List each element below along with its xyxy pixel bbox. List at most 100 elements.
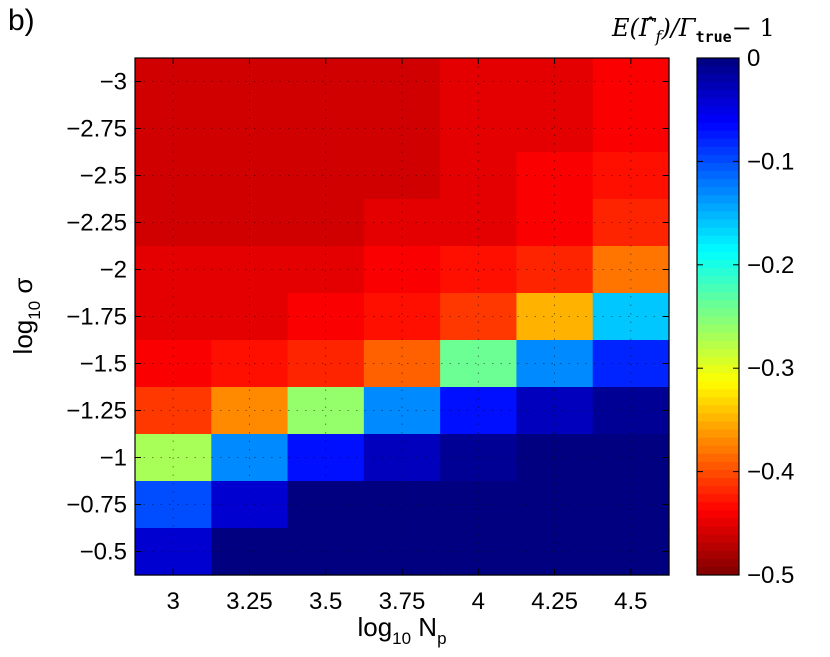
heatmap-cell — [135, 58, 212, 106]
heatmap-cells — [135, 58, 670, 576]
colorbar-step — [697, 122, 739, 132]
colorbar-tick-label: −0.3 — [747, 355, 794, 382]
heatmap-cell — [516, 58, 594, 106]
heatmap-cell — [211, 152, 289, 200]
colorbar-step — [697, 163, 739, 172]
heatmap-cell — [363, 387, 441, 435]
y-tick-label: −1 — [100, 445, 127, 472]
heatmap-cell — [287, 105, 365, 153]
x-tick-label: 4.5 — [614, 588, 647, 615]
colorbar-steps — [697, 58, 739, 576]
svg-text:log10 σ: log10 σ — [8, 278, 44, 355]
heatmap-cell — [440, 481, 518, 529]
colorbar-frame — [696, 57, 740, 576]
colorbar-step — [697, 413, 739, 423]
colorbar-step — [697, 566, 739, 576]
colorbar-step — [697, 195, 739, 204]
heatmap-cell — [516, 481, 594, 529]
x-tick-label: 4.25 — [531, 588, 578, 615]
colorbar-step — [697, 138, 739, 148]
colorbar-step — [697, 478, 739, 487]
colorbar-step — [697, 453, 739, 463]
x-axis-label-var: N — [411, 612, 437, 642]
heatmap-cell — [287, 199, 365, 247]
colorbar-step — [697, 292, 739, 301]
colorbar-step — [697, 268, 739, 277]
colorbar-step — [697, 356, 739, 366]
colorbar-step — [697, 469, 739, 479]
colorbar-step — [697, 243, 739, 253]
heatmap-cell — [363, 246, 441, 294]
y-tick-label: −1.25 — [66, 398, 127, 425]
colorbar-step — [697, 558, 739, 568]
heatmap-cell — [592, 152, 670, 200]
colorbar-step — [697, 154, 739, 164]
heatmap-cell — [211, 199, 289, 247]
colorbar-tick-label: −0.1 — [747, 148, 794, 175]
colorbar-title: E(Γ̂f)/Γtrue− 1 — [612, 14, 775, 46]
y-axis-label-var: σ — [8, 278, 38, 301]
y-tick-label: −1.5 — [80, 351, 127, 378]
x-tick-label: 3.5 — [309, 588, 342, 615]
heatmap-cell — [440, 199, 518, 247]
y-axis-label: log10 σ — [8, 278, 44, 355]
heatmap-cell — [135, 105, 212, 153]
colorbar-step — [697, 235, 739, 245]
heatmap-cell — [516, 105, 594, 153]
heatmap-cell — [516, 152, 594, 200]
heatmap-cell — [440, 105, 518, 153]
heatmap-cell — [363, 152, 441, 200]
colorbar-ticks: 0 −0.1 −0.2 −0.3 −0.4 −0.5 — [697, 45, 794, 589]
heatmap-cell — [211, 246, 289, 294]
heatmap-cell — [363, 199, 441, 247]
x-ticks: 3 3.25 3.5 3.75 4 4.25 4.5 — [166, 58, 648, 615]
heatmap-cell — [592, 58, 670, 106]
x-tick-label: 3 — [166, 588, 179, 615]
heatmap-grid — [135, 58, 669, 575]
heatmap-cell — [287, 152, 365, 200]
heatmap-cell — [363, 481, 441, 529]
colorbar-step — [697, 381, 739, 390]
colorbar-step — [697, 251, 739, 261]
colorbar-step — [697, 284, 739, 293]
colorbar-title-f: f — [655, 26, 662, 46]
colorbar-step — [697, 300, 739, 309]
y-tick-label: −2.5 — [80, 163, 127, 190]
colorbar-step — [697, 179, 739, 188]
colorbar-step — [697, 534, 739, 544]
heatmap-cell — [363, 58, 441, 106]
colorbar-step — [697, 510, 739, 519]
heatmap-cell — [592, 481, 670, 529]
colorbar-step — [697, 550, 739, 560]
colorbar-tick-label: −0.5 — [747, 562, 794, 589]
colorbar-step — [697, 203, 739, 212]
colorbar-title-true: true — [695, 27, 732, 46]
heatmap-cell — [440, 246, 518, 294]
colorbar-step — [697, 82, 739, 91]
colorbar-step — [697, 389, 739, 398]
y-tick-label: −2.25 — [66, 210, 127, 237]
x-axis-label-var-sub: p — [437, 629, 446, 648]
heatmap-cell — [135, 199, 212, 247]
heatmap-cell — [211, 293, 289, 341]
colorbar-step — [697, 171, 739, 180]
colorbar-step — [697, 494, 739, 503]
heatmap-cell — [440, 387, 518, 435]
colorbar-step — [697, 518, 739, 528]
colorbar-step — [697, 324, 739, 334]
colorbar-step — [697, 219, 739, 229]
colorbar-step — [697, 187, 739, 196]
panel-label: b) — [8, 4, 35, 37]
heatmap-cell — [287, 246, 365, 294]
colorbar-step — [697, 405, 739, 414]
colorbar: 0 −0.1 −0.2 −0.3 −0.4 −0.5 — [696, 45, 794, 589]
heatmap-cell — [211, 58, 289, 106]
colorbar-step — [697, 486, 739, 495]
colorbar-step — [697, 227, 739, 237]
heatmap-cell — [287, 387, 365, 435]
colorbar-step — [697, 106, 739, 116]
y-tick-label: −2.75 — [66, 116, 127, 143]
colorbar-step — [697, 98, 739, 107]
heatmap-cell — [287, 58, 365, 106]
